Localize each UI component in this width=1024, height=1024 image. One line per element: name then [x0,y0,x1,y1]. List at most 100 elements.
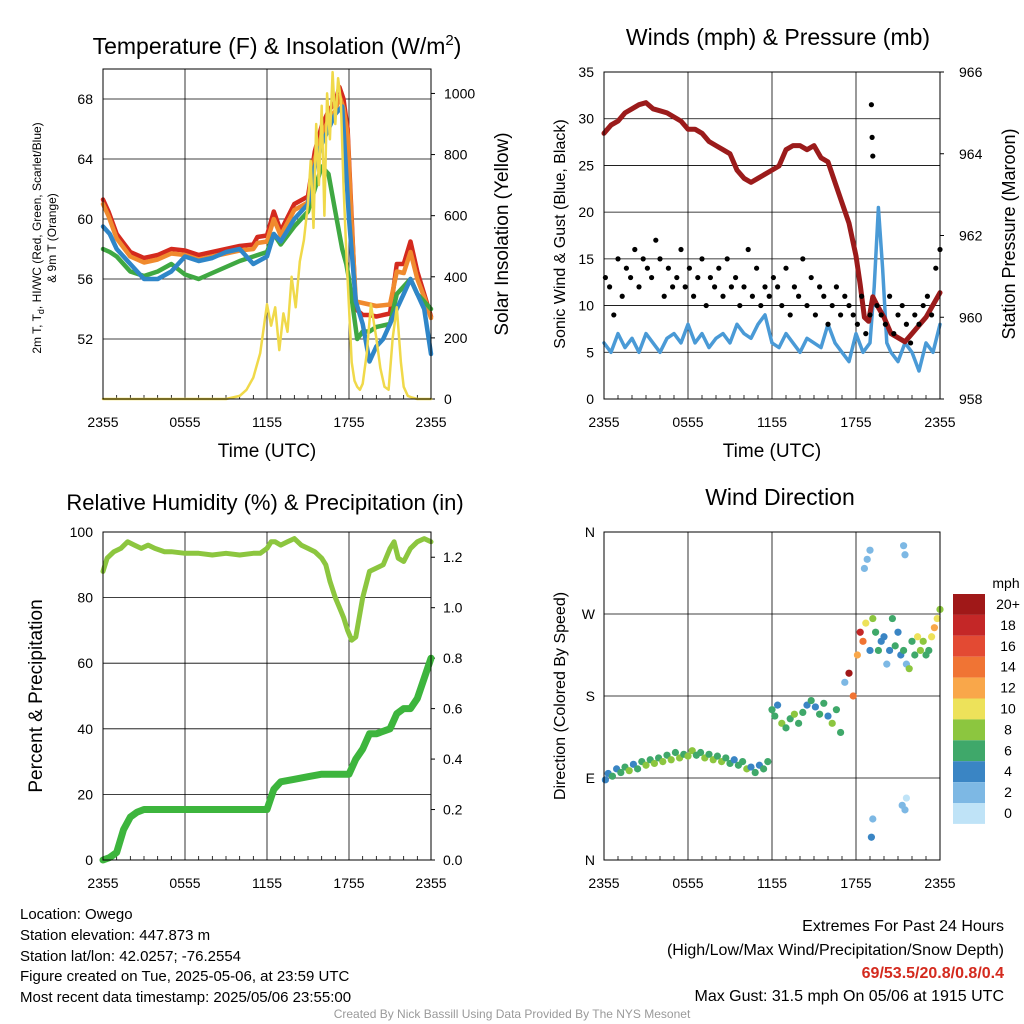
gust-point [869,134,875,140]
legend-label: 20+ [996,596,1020,612]
rh-y-axis-label: Percent & Precipitation [26,599,47,792]
y-tick-label: N [585,524,595,540]
temp-y-axis-right-label: Solar Insolation (Yellow) [492,132,513,335]
direction-point [869,614,877,623]
extremes-subtitle: (High/Low/Max Wind/Precipitation/Snow De… [666,942,1004,959]
direction-point [684,752,692,760]
direction-point [888,614,897,623]
legend-swatch [953,719,985,741]
gust-point [611,312,617,318]
direction-point [930,624,939,632]
gust-point [665,265,672,271]
gust-point [863,331,869,337]
direction-point [803,701,811,709]
gust-point [686,265,693,271]
dir-chart-title: Wind Direction [705,484,855,510]
y-tick-label: S [586,688,595,704]
x-tick-label: 0555 [672,875,703,891]
gust-point [838,312,844,318]
y-tick-label: N [585,852,595,868]
direction-point [859,637,867,645]
legend-label: 10 [1000,701,1016,717]
y-tick-label: 68 [77,91,93,107]
y-right-tick-label: 1.0 [443,600,463,616]
legend-swatch [953,740,985,762]
legend-label: 8 [1004,721,1012,737]
x-tick-label: 1155 [252,414,282,430]
direction-point [768,706,776,714]
legend-swatch [953,594,985,615]
direction-point [901,806,909,814]
rh-chart-title: Relative Humidity (%) & Precipitation (i… [66,490,463,515]
direction-point [617,768,625,777]
y-tick-label: 40 [77,721,93,737]
gust-point [903,321,910,327]
direction-point [760,765,768,773]
gust-point [741,284,747,290]
wind-y-axis-right-label: Station Pressure (Maroon) [999,128,1019,339]
series-insolation [101,70,433,401]
gust-point [825,321,831,327]
gust-point [920,302,926,309]
y-right-tick-label: 600 [444,208,468,224]
y-tick-label: 64 [77,151,93,167]
gust-point [829,302,835,309]
direction-point [795,719,803,727]
direction-point [894,628,902,636]
y-tick-label: 100 [70,524,94,540]
gust-point [779,302,785,309]
y-right-tick-label: 964 [959,146,983,162]
legend-swatch [953,761,985,783]
gust-point [615,256,621,262]
credit-text: Created By Nick Bassill Using Data Provi… [333,1007,691,1021]
direction-point [751,768,759,777]
gust-point [895,312,901,318]
direction-point [820,699,828,707]
x-tick-label: 2355 [924,875,955,891]
series-rh [100,536,434,643]
legend-label: 18 [1000,617,1016,633]
temp-y-axis-label: 2m T, Td, HI/WC (Red, Green, Scarlet/Blu… [30,122,46,353]
legend-swatch [953,656,985,678]
gust-point [623,265,630,271]
direction-point [667,756,675,764]
gust-point [657,256,663,262]
direction-point [867,833,876,841]
y-right-tick-label: 960 [959,309,983,325]
gust-point [796,293,802,299]
y-tick-label: 25 [578,157,594,173]
gust-point [754,265,760,271]
gust-point [808,274,814,281]
gust-point [682,284,688,290]
legend-label: 0 [1004,805,1012,821]
direction-point [811,703,820,711]
direction-point [697,748,705,757]
gust-point [670,284,676,290]
legend-label: 2 [1004,784,1012,800]
direction-point [911,651,919,659]
x-tick-label: 0555 [169,414,200,430]
y-tick-label: 80 [77,590,93,606]
y-right-tick-label: 0.4 [443,751,463,767]
y-tick-label: 0 [586,391,594,407]
x-tick-label: 2355 [588,875,619,891]
gust-point [783,265,789,271]
legend-label: 4 [1004,763,1012,779]
gust-point [821,293,827,299]
direction-point [778,719,786,727]
direction-point [925,646,933,655]
direction-point [642,761,650,769]
y-tick-label: 10 [578,298,594,314]
extremes-values: 69/53.5/20.8/0.8/0.4 [861,965,1004,982]
direction-point [832,706,841,714]
x-tick-label: 2355 [924,414,955,430]
y-right-tick-label: 400 [444,269,468,285]
direction-point [863,555,871,563]
wind-chart-title: Winds (mph) & Pressure (mb) [626,24,930,50]
y-tick-label: 20 [77,786,93,802]
gust-point [854,321,861,327]
direction-point [919,637,927,645]
gust-point [724,256,730,262]
gust-point [933,265,939,271]
wind-y-axis-left-label: Sonic Wind & Gust (Blue, Black) [552,119,569,348]
